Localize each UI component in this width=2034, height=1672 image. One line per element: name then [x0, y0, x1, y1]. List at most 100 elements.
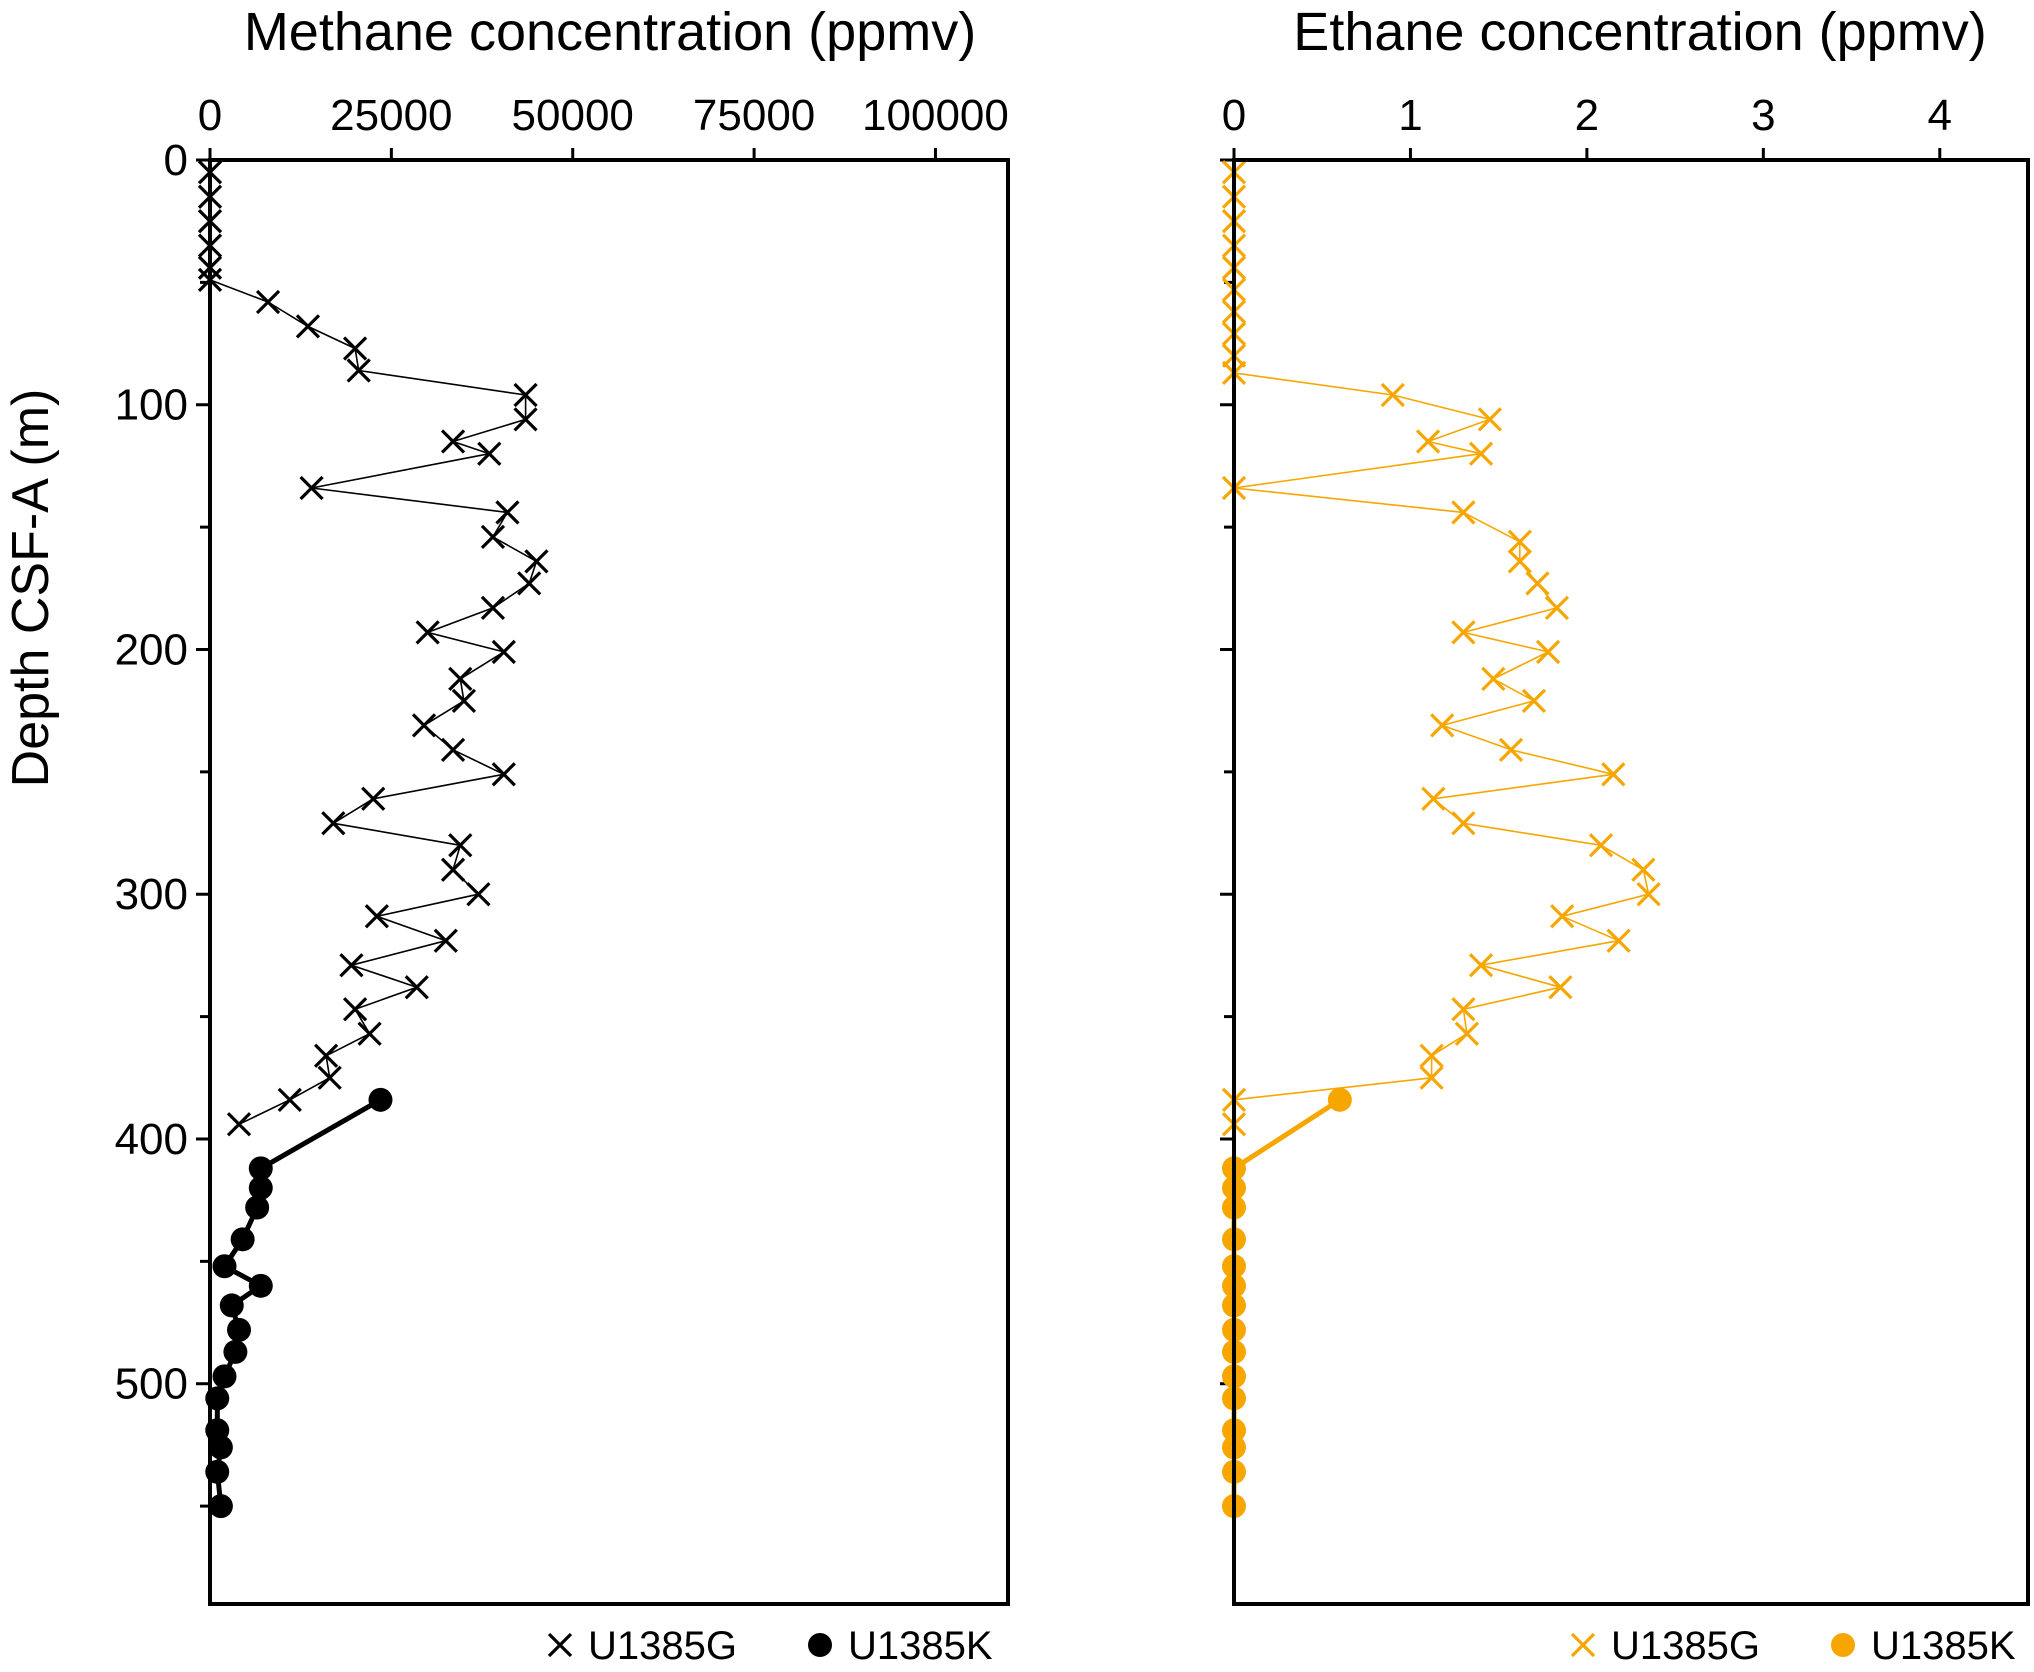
data-point-U1385K: [208, 1435, 233, 1460]
data-point-U1385G: [517, 571, 542, 596]
data-point-U1385G: [295, 314, 321, 339]
data-point-U1385G: [1454, 1021, 1480, 1046]
data-point-U1385G: [1451, 811, 1476, 836]
x-tick-label: 75000: [693, 91, 815, 140]
data-point-U1385G: [466, 882, 491, 907]
data-point-U1385G: [1601, 762, 1626, 787]
methane-plot-frame: [208, 158, 1010, 1606]
data-point-U1385G: [321, 811, 346, 836]
data-point-U1385G: [1588, 833, 1614, 858]
data-point-U1385G: [339, 953, 364, 978]
data-point-U1385G: [277, 1087, 302, 1112]
data-point-U1385K: [208, 1494, 233, 1519]
x-tick-label: 0: [1222, 91, 1246, 140]
y-tick-label: 400: [115, 1115, 188, 1164]
data-point-U1385G: [1415, 429, 1441, 454]
series-line-U1385K: [1231, 1097, 1342, 1507]
data-point-U1385G: [1419, 1065, 1444, 1090]
data-point-U1385G: [1430, 713, 1455, 738]
legend-label-U1385G: U1385G: [588, 1624, 737, 1668]
x-tick-label: 2: [1575, 91, 1599, 140]
methane-marks: [197, 160, 549, 1519]
data-point-U1385G: [255, 289, 281, 315]
data-point-U1385K: [223, 1339, 248, 1364]
methane-title: Methane concentration (ppmv): [244, 2, 976, 62]
data-point-U1385G: [317, 1065, 342, 1090]
data-point-U1385G: [1548, 975, 1573, 1000]
data-point-U1385G: [491, 639, 516, 665]
methane-lines: [209, 172, 538, 1507]
data-point-U1385G: [1550, 904, 1575, 929]
ethane-lines: [1231, 172, 1650, 1507]
data-point-U1385K: [227, 1317, 252, 1342]
data-point-U1385G: [477, 441, 502, 466]
data-point-U1385G: [451, 688, 477, 714]
legend-marker-U1385G: [1570, 1632, 1596, 1658]
ethane-plot-frame: [1232, 158, 2030, 1606]
data-point-U1385G: [364, 904, 389, 929]
data-point-U1385G: [1525, 571, 1550, 596]
x-tick-label: 1: [1398, 91, 1422, 140]
data-point-U1385K: [245, 1195, 270, 1220]
data-point-U1385G: [513, 382, 538, 408]
y-tick-label: 500: [115, 1360, 188, 1409]
data-point-U1385K: [248, 1156, 273, 1181]
legend-label-U1385G: U1385G: [1611, 1624, 1760, 1668]
data-point-U1385G: [361, 786, 386, 811]
data-point-U1385G: [1507, 529, 1532, 554]
data-point-U1385G: [448, 666, 473, 691]
data-point-U1385K: [212, 1364, 237, 1389]
methane-ticks: 0 25000 50000 75000 100000 0 100 200 300 400 500: [115, 91, 1009, 1508]
data-point-U1385G: [1419, 1043, 1444, 1068]
data-point-U1385G: [448, 833, 473, 858]
data-point-U1385G: [415, 620, 440, 645]
x-tick-label: 50000: [512, 91, 634, 140]
data-point-U1385K: [248, 1175, 273, 1200]
data-point-U1385G: [524, 549, 549, 574]
y-tick-label: 0: [164, 136, 188, 185]
y-axis-label: Depth CSF-A (m): [2, 389, 60, 788]
data-point-U1385K: [1327, 1087, 1352, 1112]
data-point-U1385G: [433, 928, 458, 953]
data-point-U1385G: [1421, 786, 1446, 811]
data-point-U1385G: [440, 857, 466, 882]
data-point-U1385G: [226, 1112, 252, 1137]
data-point-U1385G: [342, 336, 368, 361]
series-line-U1385G: [209, 172, 538, 1126]
data-point-U1385G: [440, 737, 466, 762]
data-point-U1385G: [491, 762, 516, 787]
data-point-U1385G: [411, 713, 437, 738]
data-point-U1385G: [480, 524, 506, 550]
data-point-U1385G: [1380, 382, 1405, 408]
data-point-U1385G: [1451, 500, 1476, 525]
series-line-U1385G: [1233, 172, 1650, 1125]
y-tick-label: 200: [115, 625, 188, 674]
data-point-U1385G: [495, 500, 520, 525]
data-point-U1385G: [346, 358, 371, 383]
legend-marker-U1385K: [1831, 1633, 1855, 1657]
data-point-U1385G: [1535, 639, 1561, 665]
ethane-ticks: 0 1 2 3 4: [1220, 91, 1952, 1508]
y-tick-label: 300: [115, 870, 188, 919]
data-point-U1385G: [1498, 737, 1524, 762]
legend-marker-U1385K: [808, 1633, 832, 1657]
data-point-U1385G: [1481, 666, 1506, 691]
x-tick-label: 25000: [330, 91, 452, 140]
data-point-U1385G: [513, 407, 538, 432]
data-point-U1385G: [1636, 882, 1661, 907]
data-point-U1385G: [342, 997, 368, 1022]
data-point-U1385K: [368, 1087, 393, 1112]
x-tick-label: 3: [1751, 91, 1775, 140]
y-tick-label: 100: [115, 381, 188, 430]
ethane-title: Ethane concentration (ppmv): [1293, 2, 1986, 62]
data-point-U1385G: [1468, 953, 1494, 978]
ethane-panel: Ethane concentration (ppmv) 0 1 2 3 4 U1385G…: [1220, 2, 2030, 1668]
data-point-U1385G: [1507, 549, 1532, 574]
data-point-U1385G: [1544, 595, 1570, 621]
ethane-marks: [1221, 160, 1661, 1519]
legend-label-U1385K: U1385K: [1871, 1624, 2016, 1668]
data-point-U1385G: [1521, 688, 1547, 714]
methane-legend: U1385G U1385K: [547, 1624, 993, 1668]
data-point-U1385G: [440, 429, 466, 454]
data-point-U1385G: [1451, 997, 1476, 1022]
